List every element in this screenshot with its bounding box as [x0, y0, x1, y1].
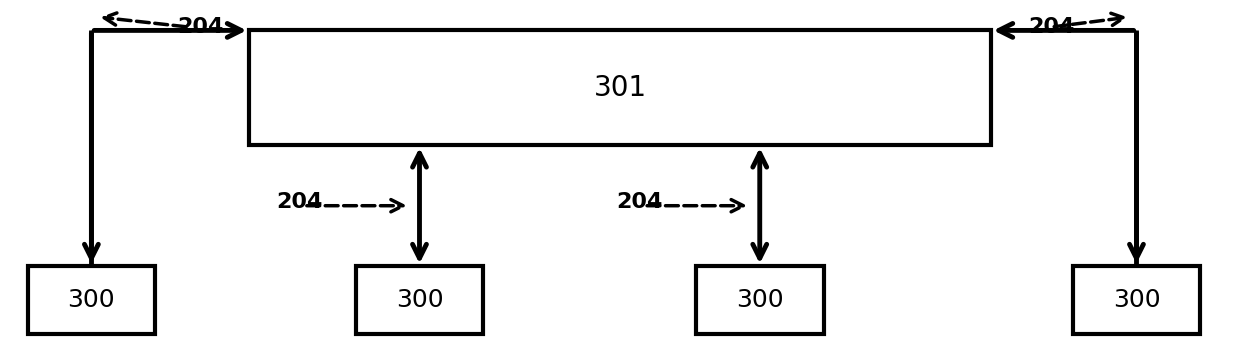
Text: 300: 300	[396, 288, 444, 312]
Bar	[27, 266, 155, 334]
Text: 300: 300	[1112, 288, 1161, 312]
Bar	[356, 266, 484, 334]
Bar	[696, 266, 823, 334]
Text: 300: 300	[67, 288, 115, 312]
Bar	[1073, 266, 1200, 334]
Text: 204: 204	[1028, 17, 1075, 37]
Text: 300: 300	[735, 288, 784, 312]
Text: 301: 301	[594, 74, 646, 102]
Bar	[249, 30, 991, 145]
Text: 204: 204	[616, 192, 662, 212]
Text: 204: 204	[177, 17, 224, 37]
Text: 204: 204	[277, 192, 322, 212]
